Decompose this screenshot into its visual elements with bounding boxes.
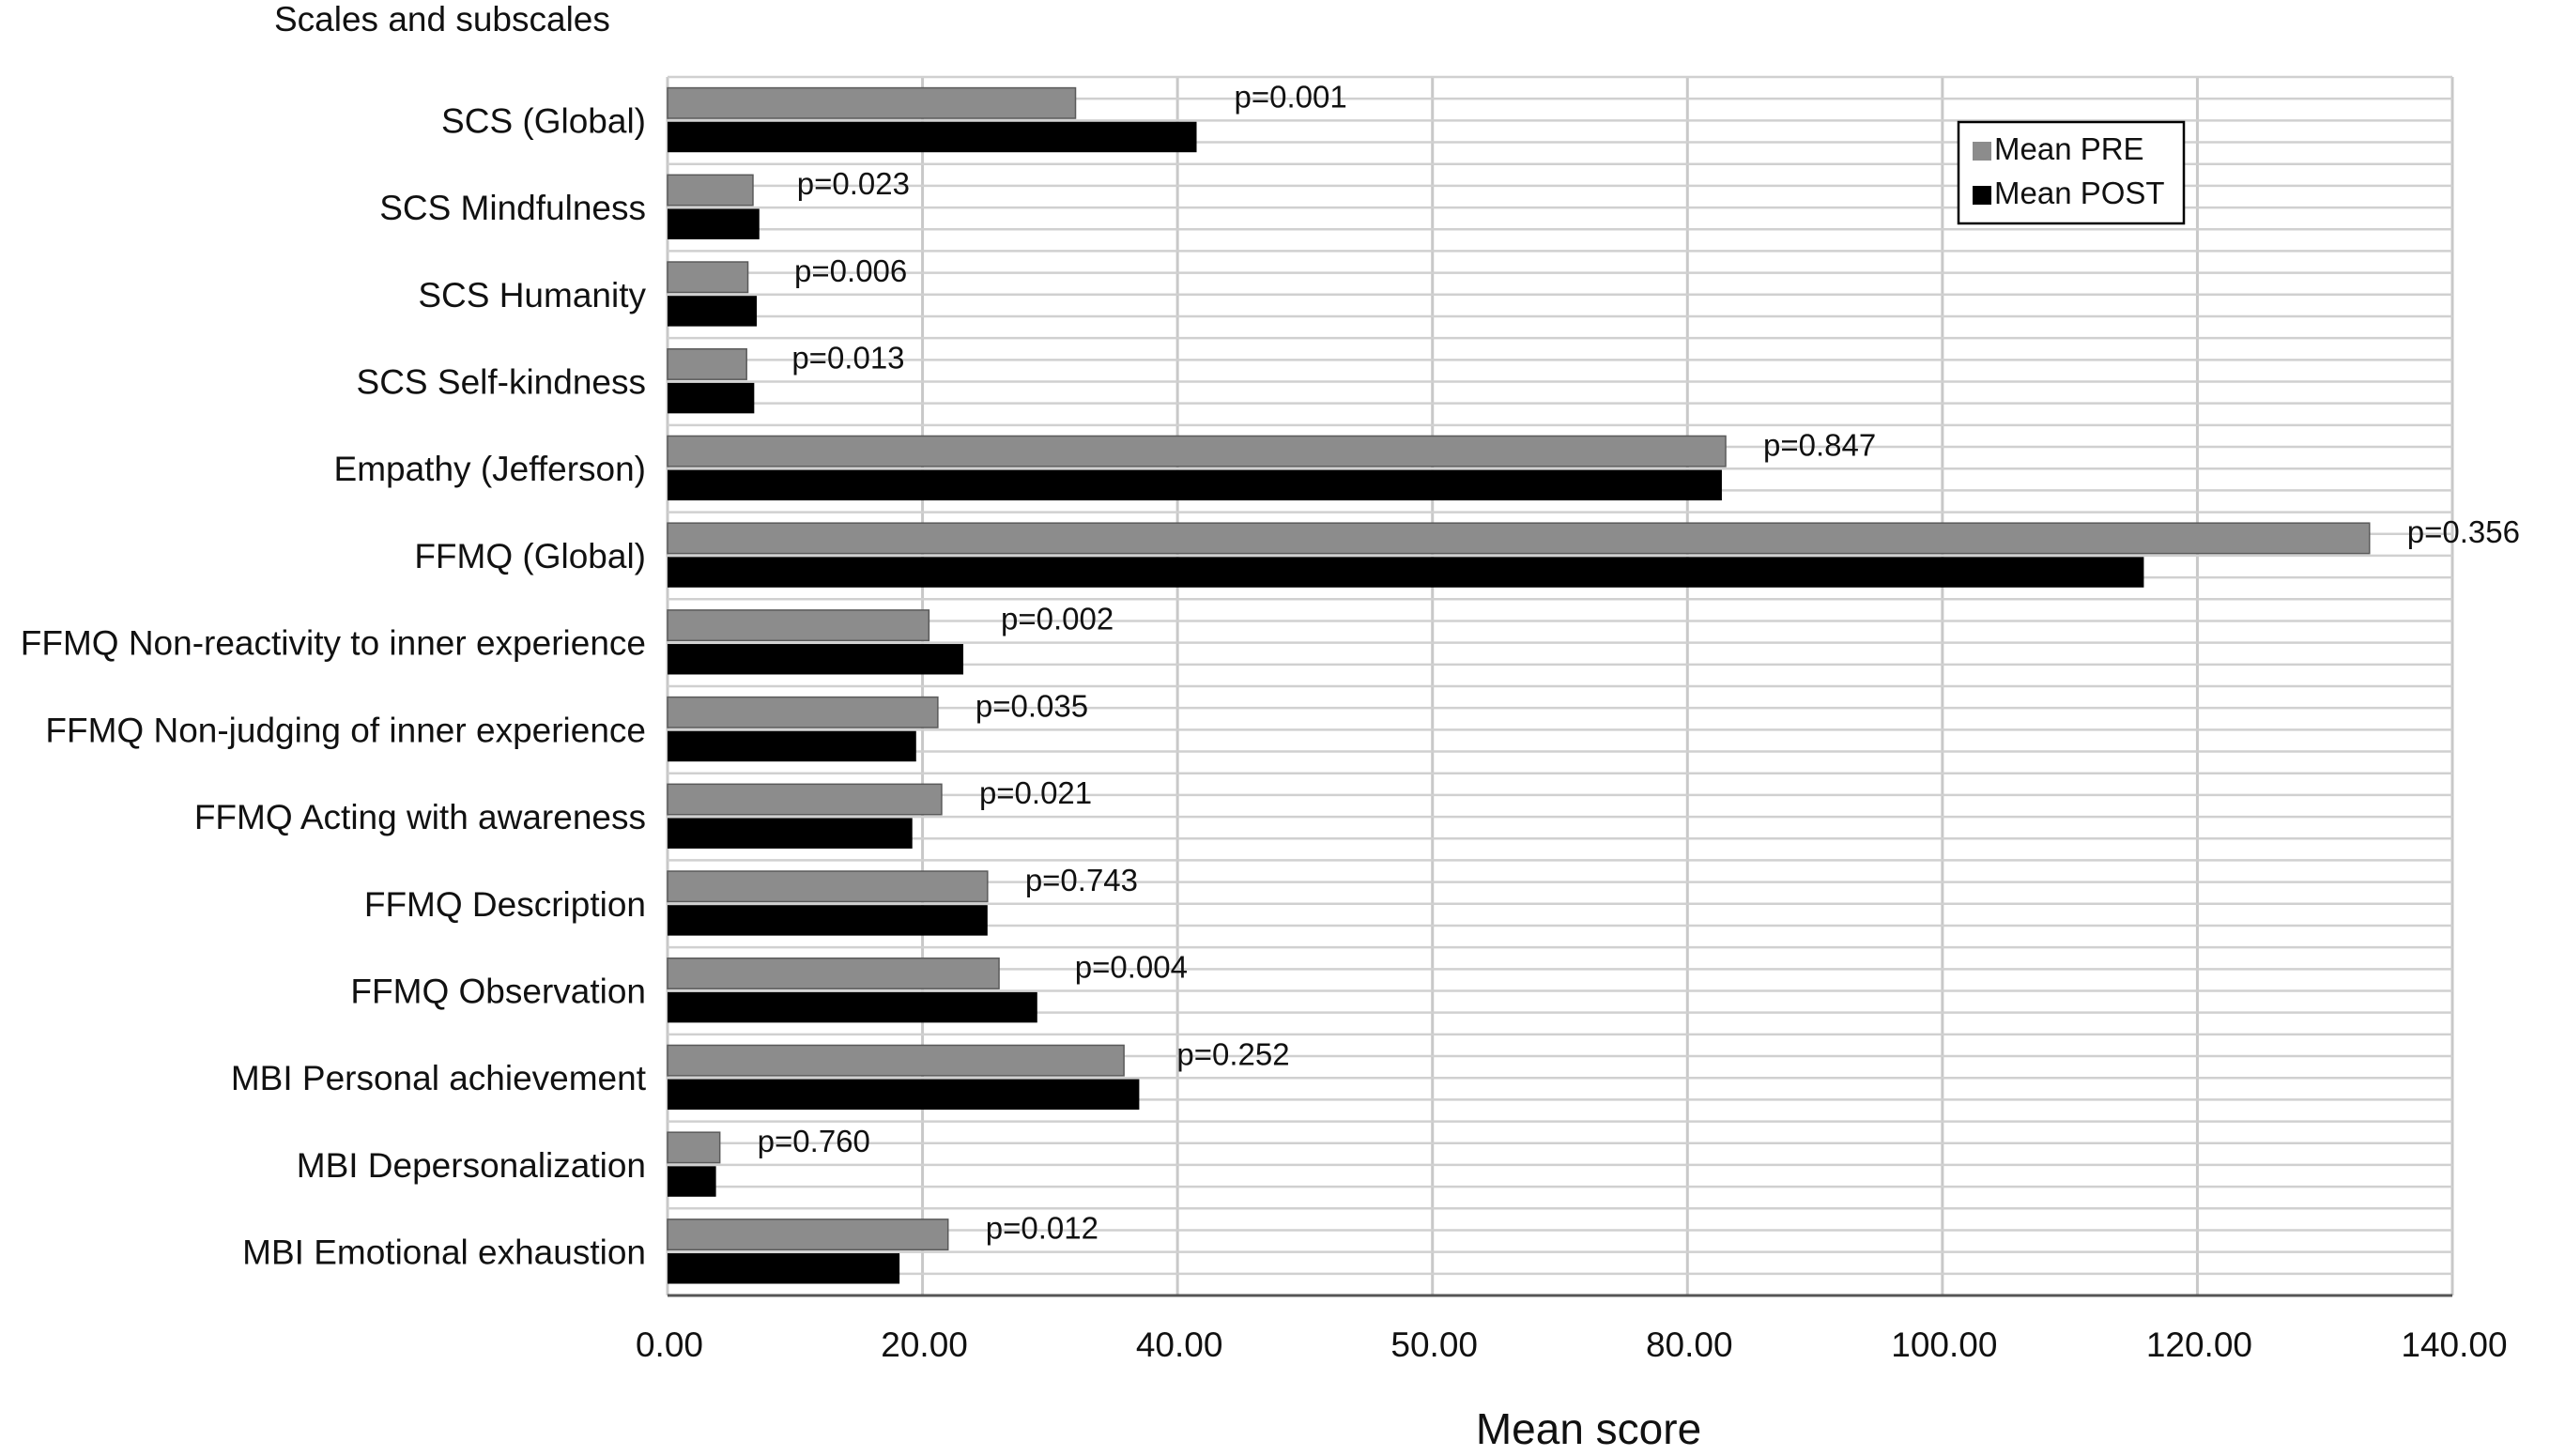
bar-post-empathy-jefferson	[668, 469, 1722, 501]
bars	[667, 86, 2371, 1284]
p-value-label: p=0.356	[2407, 514, 2520, 549]
p-value-label: p=0.006	[794, 253, 907, 288]
bar-pre-mbi-personal-achievement	[667, 1044, 1125, 1077]
p-value-label: p=0.847	[1763, 427, 1876, 462]
p-value-label: p=0.002	[1001, 602, 1114, 636]
p-value-label: p=0.021	[979, 775, 1092, 810]
legend-box	[1957, 120, 2186, 225]
x-tick-label: 80.00	[1646, 1326, 1733, 1364]
bar-post-ffmq-acting-with-awareness	[668, 818, 913, 849]
bar-post-ffmq-global	[668, 557, 2144, 588]
bar-pre-scs-global	[667, 86, 1077, 119]
bar-pre-ffmq-non-reactivity-to-inner-experience	[667, 609, 930, 642]
category-label: MBI Emotional exhaustion	[242, 1234, 646, 1272]
x-tick-label: 100.00	[1891, 1326, 1997, 1364]
category-label: MBI Personal achievement	[231, 1059, 647, 1097]
x-tick-label: 140.00	[2401, 1326, 2507, 1364]
category-label: FFMQ Non-reactivity to inner experience	[21, 624, 646, 663]
bar-pre-ffmq-observation	[667, 957, 1000, 989]
category-label: FFMQ (Global)	[414, 537, 646, 575]
bar-post-ffmq-non-judging-of-inner-experience	[668, 730, 916, 762]
category-label: FFMQ Description	[364, 885, 646, 924]
bar-pre-ffmq-description	[667, 870, 989, 903]
bar-post-mbi-depersonalization	[668, 1166, 716, 1197]
p-value-label: p=0.760	[758, 1124, 870, 1158]
x-tick-label: 50.00	[1390, 1326, 1478, 1364]
p-value-label: p=0.013	[791, 341, 904, 375]
bar-pre-ffmq-non-judging-of-inner-experience	[667, 696, 939, 728]
p-value-label: p=0.001	[1235, 79, 1347, 114]
x-tick-label: 20.00	[881, 1326, 968, 1364]
x-tick-label: 40.00	[1136, 1326, 1223, 1364]
x-tick-label: 0.00	[636, 1326, 703, 1364]
grid	[666, 75, 2454, 1297]
category-label: SCS (Global)	[441, 101, 646, 140]
bar-pre-ffmq-global	[667, 522, 2371, 555]
category-label: FFMQ Acting with awareness	[194, 798, 646, 836]
bar-post-scs-self-kindness	[668, 382, 755, 414]
bar-post-ffmq-non-reactivity-to-inner-experience	[668, 644, 964, 675]
x-tick-label: 120.00	[2146, 1326, 2252, 1364]
p-value-label: p=0.012	[986, 1211, 1098, 1246]
category-label: MBI Depersonalization	[297, 1146, 646, 1185]
bar-pre-scs-humanity	[667, 261, 749, 294]
bar-post-mbi-personal-achievement	[668, 1079, 1140, 1111]
category-label: SCS Mindfulness	[379, 189, 646, 227]
bar-post-ffmq-description	[668, 905, 988, 936]
legend-label-post: Mean POST	[1994, 176, 2165, 210]
p-value-label: p=0.023	[797, 166, 910, 201]
legend-swatch-post	[1973, 186, 1991, 205]
p-value-label: p=0.004	[1075, 950, 1188, 985]
labels: SCS (Global) p=0.001 SCS Mindfulness p=0.02…	[21, 79, 2520, 1271]
category-label: SCS Self-kindness	[357, 363, 646, 402]
category-label: FFMQ Observation	[350, 973, 646, 1011]
bar-post-scs-global	[668, 121, 1197, 153]
p-value-label: p=0.035	[975, 688, 1088, 723]
legend-label-pre: Mean PRE	[1994, 131, 2144, 166]
bar-pre-mbi-depersonalization	[667, 1131, 721, 1164]
p-value-label: p=0.252	[1176, 1036, 1289, 1071]
p-value-label: p=0.743	[1025, 863, 1138, 897]
axes: 0.00 20.00 40.00 50.00 80.00 100.00 120.00 140.…	[636, 1294, 2508, 1364]
bar-pre-scs-mindfulness	[667, 174, 754, 207]
bar-post-ffmq-observation	[668, 991, 1037, 1023]
bar-post-scs-humanity	[668, 296, 758, 327]
legend: Mean PRE Mean POST	[1957, 120, 2186, 225]
y-axis-title: Scales and subscales	[274, 0, 610, 38]
bar-pre-empathy-jefferson	[667, 435, 1727, 467]
x-axis-title: Mean score	[1476, 1404, 1701, 1453]
bar-pre-scs-self-kindness	[667, 347, 747, 380]
category-label: Empathy (Jefferson)	[334, 450, 646, 488]
category-label: FFMQ Non-judging of inner experience	[45, 711, 646, 749]
bar-post-mbi-emotional-exhaustion	[668, 1253, 900, 1284]
bar-pre-ffmq-acting-with-awareness	[667, 783, 943, 816]
category-label: SCS Humanity	[418, 276, 646, 314]
legend-swatch-pre	[1973, 142, 1991, 161]
bar-pre-mbi-emotional-exhaustion	[667, 1218, 949, 1251]
bar-post-scs-mindfulness	[668, 208, 760, 239]
